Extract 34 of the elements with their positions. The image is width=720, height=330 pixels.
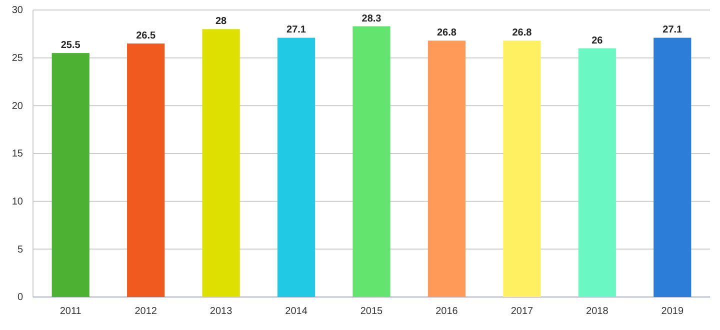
y-tick-label: 30 [12, 5, 24, 16]
x-tick-label: 2012 [134, 306, 158, 318]
data-label: 26.8 [436, 28, 457, 39]
bar [578, 48, 616, 297]
data-label: 27.1 [286, 24, 306, 36]
x-tick-label: 2013 [210, 306, 233, 318]
y-tick-label: 10 [12, 196, 24, 208]
x-tick-label: 2011 [60, 306, 82, 318]
y-tick-label: 0 [17, 292, 24, 304]
bar [428, 40, 466, 297]
data-label: 25.5 [60, 40, 81, 52]
x-tick-label: 2017 [510, 306, 534, 318]
bar [52, 53, 90, 297]
data-label: 26.5 [136, 30, 156, 42]
y-tick-label: 20 [12, 100, 24, 112]
x-tick-label: 2016 [436, 306, 458, 318]
bar [202, 29, 240, 297]
data-label: 28.3 [362, 13, 382, 24]
data-label: 26 [592, 35, 604, 46]
y-tick-label: 5 [17, 244, 24, 256]
bar [503, 40, 541, 297]
data-label: 28 [215, 16, 228, 28]
data-label: 27.1 [662, 24, 683, 36]
bar [127, 43, 165, 297]
x-tick-label: 2018 [586, 306, 609, 318]
bar [277, 38, 316, 297]
y-tick-label: 25 [12, 53, 24, 64]
y-tick-label: 15 [12, 148, 24, 160]
bar [352, 26, 390, 297]
data-label: 26.8 [512, 28, 532, 39]
x-tick-label: 2019 [661, 306, 684, 318]
x-tick-label: 2014 [285, 306, 308, 318]
x-tick-label: 2015 [360, 306, 384, 318]
bar [654, 38, 692, 297]
